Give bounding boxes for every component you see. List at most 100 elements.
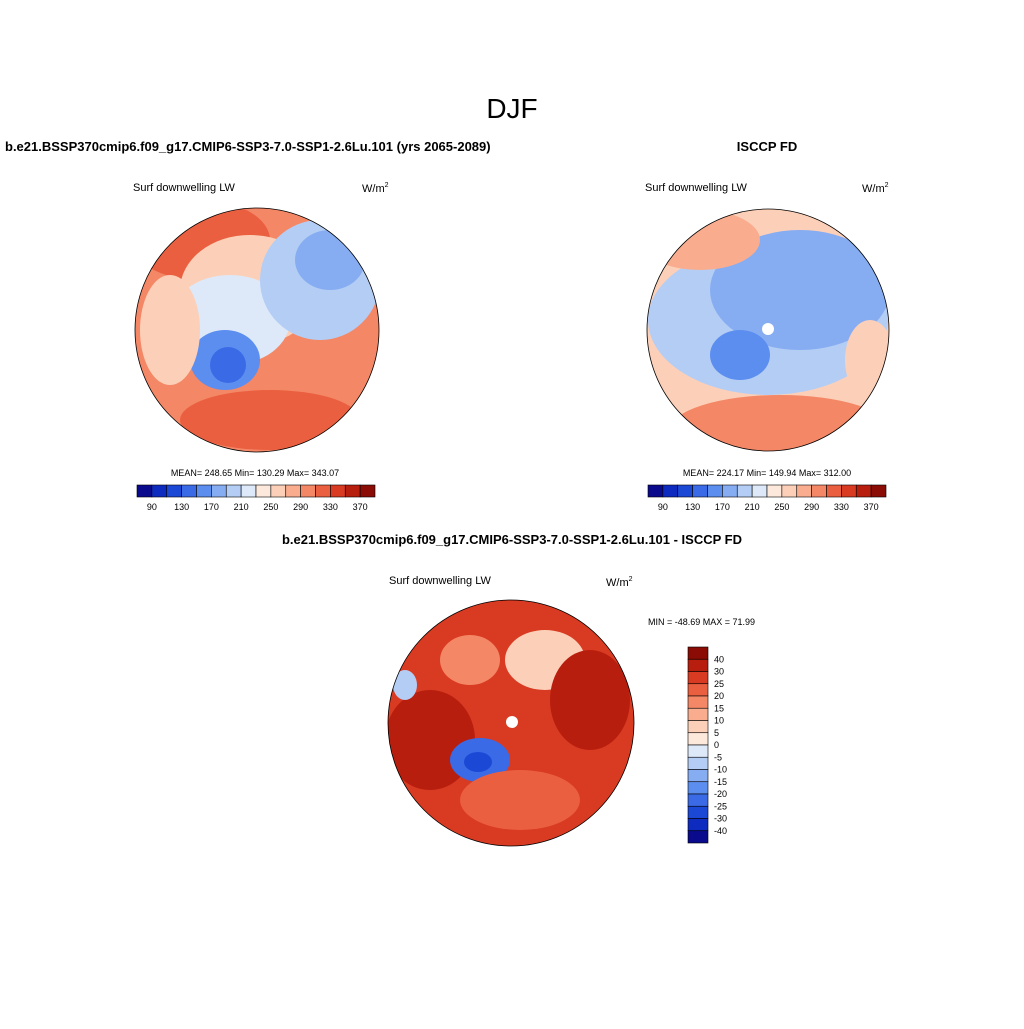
colorbar-box	[151, 484, 168, 498]
variable-label: Surf downwelling LW	[133, 182, 236, 194]
colorbar-label: 370	[353, 502, 368, 512]
colorbar-label: 90	[147, 502, 157, 512]
colorbar-label: 30	[714, 667, 724, 677]
colorbar-box	[687, 720, 709, 734]
panel-heading: b.e21.BSSP370cmip6.f09_g17.CMIP6-SSP3-7.…	[282, 532, 742, 547]
stats: MEAN= 248.65 Min= 130.29 Max= 343.07	[171, 468, 339, 478]
units-label: W/m2	[606, 576, 633, 589]
colorbar-label: -30	[714, 814, 727, 824]
colorbar-label: -20	[714, 789, 727, 799]
colorbar-box	[687, 658, 709, 672]
figure-title: DJF	[486, 93, 537, 124]
panel-heading: ISCCP FD	[737, 139, 797, 154]
colorbar-box	[781, 484, 798, 498]
stats: MEAN= 224.17 Min= 149.94 Max= 312.00	[683, 468, 851, 478]
colorbar-label: -10	[714, 765, 727, 775]
colorbar-box	[692, 484, 708, 498]
colorbar-box	[687, 707, 709, 721]
colorbar-box	[344, 484, 361, 498]
colorbar-box	[285, 484, 301, 498]
colorbar-label: 130	[685, 502, 700, 512]
colorbar-box	[166, 484, 182, 498]
colorbar-label: 130	[174, 502, 189, 512]
colorbar-box	[270, 484, 287, 498]
colorbar-label: 250	[774, 502, 789, 512]
colorbar-box	[687, 830, 709, 844]
polar-map	[135, 208, 379, 452]
panel-heading: b.e21.BSSP370cmip6.f09_g17.CMIP6-SSP3-7.…	[5, 139, 491, 154]
colorbar-label: -5	[714, 752, 722, 762]
colorbar-label: 15	[714, 703, 724, 713]
colorbar-box	[870, 484, 887, 498]
variable-label: Surf downwelling LW	[645, 182, 748, 194]
units-sup: 2	[629, 576, 633, 583]
colorbar-label: 5	[714, 728, 719, 738]
colorbar-label: 210	[234, 502, 249, 512]
colorbar-label: 170	[204, 502, 219, 512]
colorbar-box	[687, 781, 709, 795]
colorbar-box	[687, 818, 709, 832]
colorbar-box	[181, 484, 197, 498]
colorbar-box	[687, 646, 709, 660]
units: W/m	[862, 183, 885, 195]
colorbar-label: 370	[864, 502, 879, 512]
colorbar-label: 290	[804, 502, 819, 512]
colorbar-label: 250	[263, 502, 278, 512]
colorbar-box	[687, 744, 709, 758]
colorbar-label: 0	[714, 740, 719, 750]
colorbar-label: -25	[714, 801, 727, 811]
colorbar-label: 170	[715, 502, 730, 512]
colorbar-box	[677, 484, 693, 498]
colorbar-label: -40	[714, 826, 727, 836]
colorbar-box	[687, 683, 709, 697]
colorbar-box	[766, 484, 783, 498]
colorbar-box	[687, 695, 709, 709]
colorbar-label: 20	[714, 691, 724, 701]
colorbar-box	[300, 484, 316, 498]
colorbar-box	[811, 484, 827, 498]
units-sup: 2	[885, 182, 889, 189]
units: W/m	[606, 577, 629, 589]
colorbar-box	[687, 805, 709, 819]
units-label: W/m2	[862, 182, 889, 195]
colorbar-box	[751, 484, 768, 498]
colorbar-box	[687, 756, 709, 770]
colorbar-box	[687, 793, 709, 807]
colorbar-label: 290	[293, 502, 308, 512]
variable-label: Surf downwelling LW	[389, 575, 492, 587]
colorbar-box	[662, 484, 679, 498]
colorbar-box	[225, 484, 242, 498]
stats: MIN = -48.69 MAX = 71.99	[648, 617, 755, 627]
colorbar: 90 130 170 210 250 290 330 370	[647, 484, 887, 512]
colorbar-box	[240, 484, 257, 498]
units-sup: 2	[385, 182, 389, 189]
colorbar-label: 330	[323, 502, 338, 512]
colorbar: 40 30 25 20 15 10 5 0 -5 -10 -15 -20 -25 -30 -40	[687, 646, 727, 844]
units: W/m	[362, 183, 385, 195]
colorbar-box	[722, 484, 738, 498]
colorbar-label: 10	[714, 716, 724, 726]
colorbar-label: -15	[714, 777, 727, 787]
colorbar-box	[796, 484, 812, 498]
colorbar-box	[687, 671, 709, 685]
colorbar-box	[687, 732, 709, 746]
colorbar-box	[330, 484, 346, 498]
colorbar-box	[136, 484, 153, 498]
colorbar-label: 40	[714, 654, 724, 664]
colorbar-label: 330	[834, 502, 849, 512]
colorbar-box	[736, 484, 753, 498]
colorbar: 90 130 170 210 250 290 330 370	[136, 484, 376, 512]
colorbar-label: 90	[658, 502, 668, 512]
colorbar-label: 25	[714, 679, 724, 689]
colorbar-box	[647, 484, 664, 498]
colorbar-box	[687, 769, 709, 783]
colorbar-box	[841, 484, 857, 498]
colorbar-box	[826, 484, 842, 498]
colorbar-box	[196, 484, 212, 498]
colorbar-box	[359, 484, 376, 498]
colorbar-label: 210	[745, 502, 760, 512]
units-label: W/m2	[362, 182, 389, 195]
colorbar-box	[211, 484, 227, 498]
colorbar-box	[855, 484, 872, 498]
